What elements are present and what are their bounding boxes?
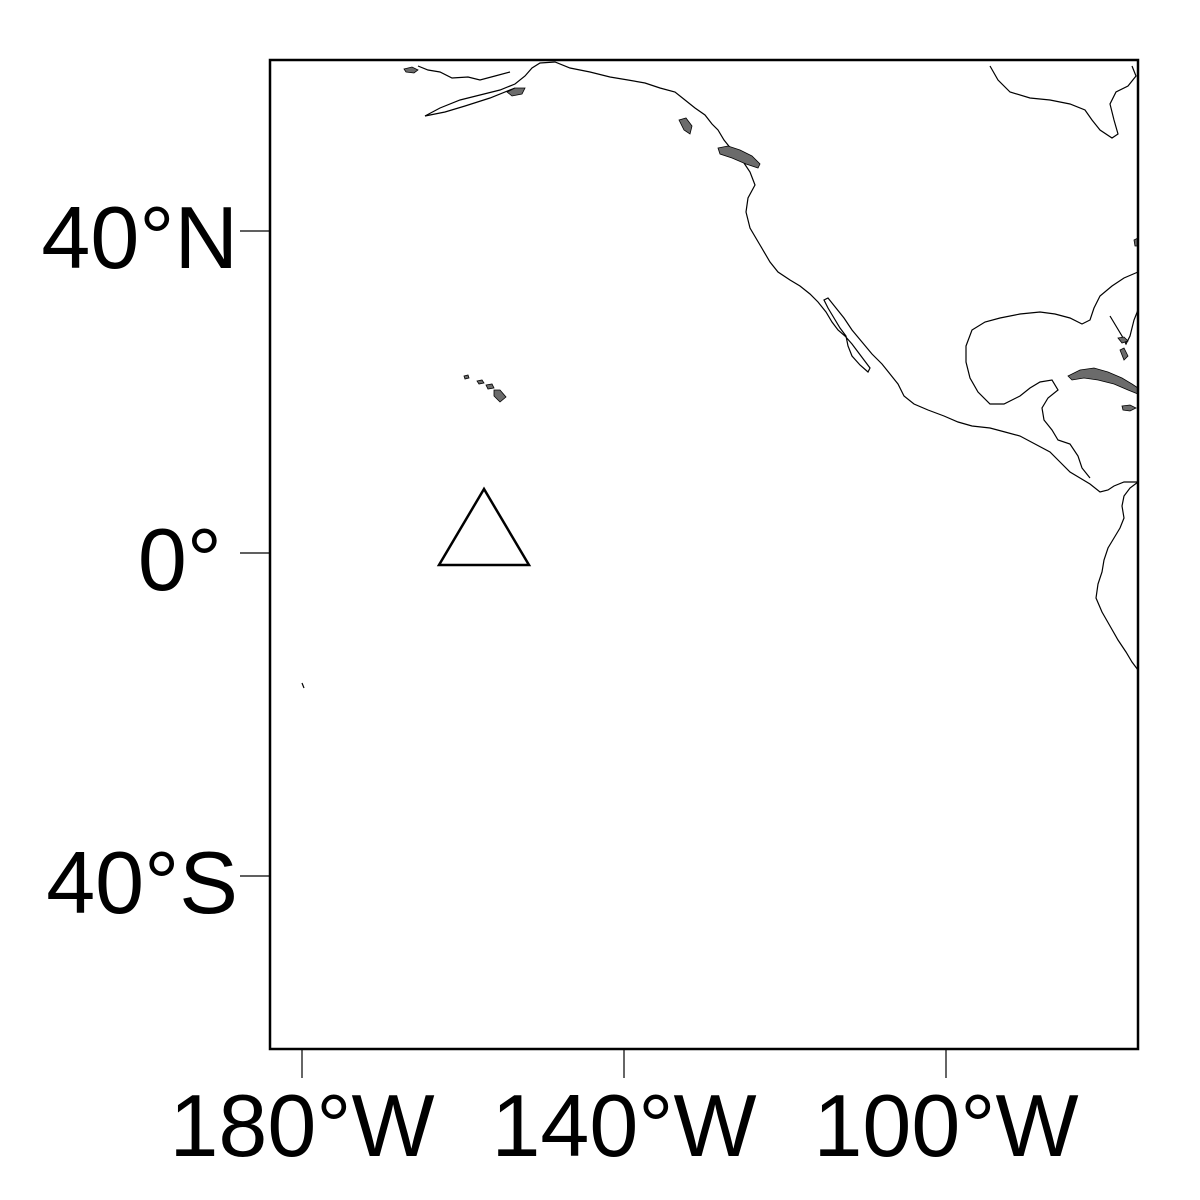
hawaii-oahu [476, 379, 485, 385]
map-panel [268, 58, 1140, 1051]
islands [301, 66, 1139, 689]
gulf-of-mexico-coastline [965, 271, 1139, 479]
wrangel-island [403, 66, 419, 74]
hudson-bay-coastline [989, 65, 1137, 139]
south-america-west-coastline [1095, 481, 1139, 671]
y-tick-label-40s: 40°S [46, 833, 238, 932]
florida-coastline [1109, 309, 1139, 346]
alaska-peninsula-coastline [424, 87, 516, 117]
x-tick-label-140w: 140°W [491, 1076, 756, 1175]
haida-gwaii-island [678, 117, 693, 135]
marker-triangle [436, 486, 532, 567]
vancouver-island [717, 145, 761, 169]
bahamas-island [1119, 347, 1129, 361]
y-tick-label-0: 0° [138, 510, 222, 609]
jamaica-island [1121, 404, 1137, 412]
coastlines [417, 61, 1139, 671]
hawaii-kauai [463, 374, 470, 380]
y-tick-label-40n: 40°N [41, 188, 238, 287]
north-america-west-coastline [731, 149, 1138, 493]
x-tick-label-180w: 180°W [169, 1076, 434, 1175]
x-axis: 180°W 140°W 100°W [169, 1049, 1079, 1175]
hawaii-big-island [493, 389, 507, 403]
map-frame [268, 58, 1140, 1051]
alaska-coastline [424, 61, 733, 151]
small-southern-island [301, 682, 305, 689]
x-tick-label-100w: 100°W [813, 1076, 1078, 1175]
y-axis: 40°N 0° 40°S [41, 188, 270, 932]
hawaii-maui [485, 383, 495, 390]
kodiak-island [506, 87, 526, 97]
bahamas-island-2 [1117, 336, 1129, 344]
arctic-coastline [417, 65, 511, 81]
